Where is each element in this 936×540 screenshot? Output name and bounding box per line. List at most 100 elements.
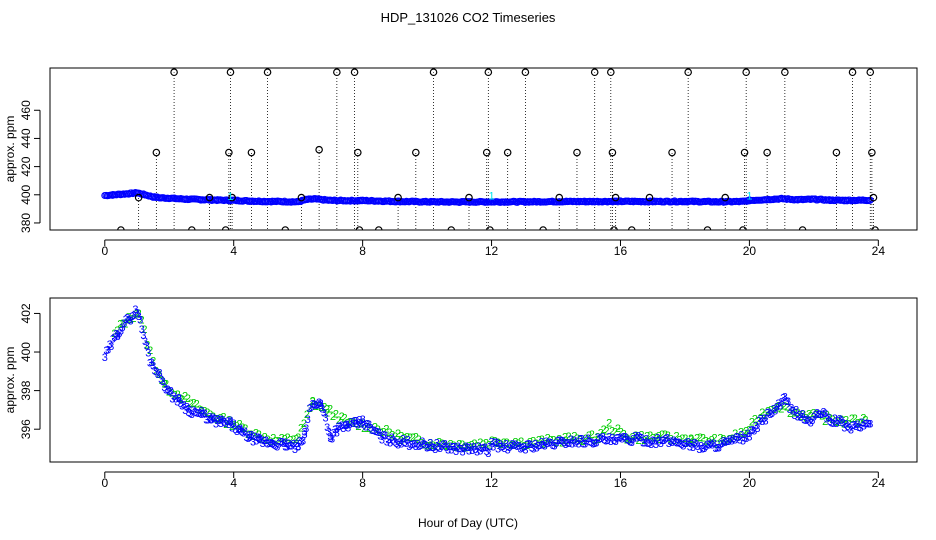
series-2-point: 2: [419, 438, 425, 450]
series-3-point: 3: [139, 324, 145, 336]
series-3-point: 3: [663, 434, 669, 446]
series-3-point: 3: [258, 434, 264, 446]
series-3-point: 3: [398, 439, 404, 451]
series-3-point: 3: [424, 443, 430, 455]
series-3-point: 3: [118, 325, 124, 337]
series-3-point: 3: [231, 418, 237, 430]
series-3-point: 3: [825, 412, 831, 424]
series-3-point: 3: [176, 392, 182, 404]
series-2-point: 2: [213, 413, 219, 425]
series-3-point: 3: [314, 399, 320, 411]
series-2-point: 2: [375, 424, 381, 436]
series-3-point: 3: [835, 415, 841, 427]
series-3-point: 3: [521, 441, 527, 453]
series-3-point: 3: [682, 438, 688, 450]
outlier-point: [394, 193, 402, 202]
series-2-point: 2: [743, 425, 749, 437]
series-2-point: 2: [398, 435, 404, 447]
series-3-point: 3: [107, 339, 113, 351]
outlier-point: [607, 68, 615, 77]
outlier-point: [866, 68, 875, 77]
series-2-point: 2: [270, 432, 276, 444]
series-3-point: 3: [218, 418, 224, 430]
series-3-point: 3: [800, 409, 806, 421]
series-3-point: 3: [166, 386, 172, 398]
series-3-point: 3: [722, 437, 728, 449]
series-2-point: 2: [413, 432, 419, 444]
series-3-point: 3: [611, 435, 617, 447]
series-3-point: 3: [432, 444, 438, 456]
series-2-point: 2: [668, 433, 674, 445]
series-3-point: 3: [538, 437, 544, 449]
outlier-point: [225, 148, 233, 157]
series-3-point: 3: [326, 427, 332, 439]
series-3-point: 3: [708, 438, 714, 450]
outlier-point: [871, 226, 879, 230]
series-3-point: 3: [189, 409, 195, 421]
series-2-point: 2: [147, 345, 153, 357]
series-3-point: 3: [509, 439, 515, 451]
series-3-point: 3: [801, 415, 807, 427]
series-3-point: 3: [574, 436, 580, 448]
series-2-point: 2: [242, 423, 248, 435]
series-3-point: 3: [862, 418, 868, 430]
outlier-point: [590, 68, 599, 77]
outlier-point: [668, 148, 676, 157]
series-3-point: 3: [387, 437, 393, 449]
series-3-point: 3: [361, 420, 367, 432]
series-2-point: 2: [204, 407, 210, 419]
outlier-point: [374, 226, 383, 230]
series-3-point: 3: [379, 435, 385, 447]
series-2-point: 2: [556, 433, 562, 445]
series-2-point: 2: [369, 424, 375, 436]
series-3-point: 3: [503, 438, 509, 450]
series-3-point: 3: [332, 424, 338, 436]
series-2-point: 2: [571, 430, 577, 442]
series-3-point: 3: [284, 442, 290, 454]
series-3-point: 3: [179, 401, 185, 413]
series-3-point: 3: [779, 397, 785, 409]
series-2-point: 2: [410, 432, 416, 444]
outlier-point: [412, 148, 420, 157]
series-3-point: 3: [841, 423, 847, 435]
series-3-point: 3: [400, 434, 406, 446]
series-2-point: 2: [559, 437, 565, 449]
outlier-point: [247, 148, 256, 157]
series-3-point: 3: [788, 403, 794, 415]
series-3-point: 3: [725, 436, 731, 448]
series-3-point: 3: [485, 448, 491, 460]
series-2-point: 2: [480, 439, 486, 451]
series-3-point: 3: [128, 316, 134, 328]
outlier-point: [117, 226, 125, 230]
series-3-point: 3: [646, 438, 652, 450]
series-2-point: 2: [781, 400, 787, 412]
series-3-point: 3: [733, 432, 739, 444]
series-3-point: 3: [477, 445, 483, 457]
series-2-point: 2: [633, 430, 639, 442]
series-2-point: 2: [732, 428, 738, 440]
series-3-point: 3: [211, 414, 217, 426]
series-3-point: 3: [103, 345, 109, 357]
series-2-point: 2: [509, 439, 515, 451]
series-2-point: 2: [336, 415, 342, 427]
series-3-point: 3: [339, 420, 345, 432]
baseline-point: [150, 193, 158, 201]
series-2-point: 2: [111, 328, 117, 340]
series-3-point: 3: [576, 438, 582, 450]
series-3-point: 3: [237, 425, 243, 437]
series-2-point: 2: [495, 437, 501, 449]
series-3-point: 3: [753, 420, 759, 432]
series-3-point: 3: [532, 439, 538, 451]
series-3-point: 3: [516, 441, 522, 453]
outlier-point: [573, 148, 581, 157]
series-3-point: 3: [329, 433, 335, 445]
series-2-point: 2: [647, 430, 653, 442]
series-3-point: 3: [434, 438, 440, 450]
series-2-point: 2: [333, 409, 339, 421]
outlier-point: [742, 68, 750, 77]
series-3-point: 3: [363, 421, 369, 433]
outlier-point: [482, 148, 491, 157]
series-3-point: 3: [165, 384, 171, 396]
series-3-point: 3: [244, 432, 250, 444]
